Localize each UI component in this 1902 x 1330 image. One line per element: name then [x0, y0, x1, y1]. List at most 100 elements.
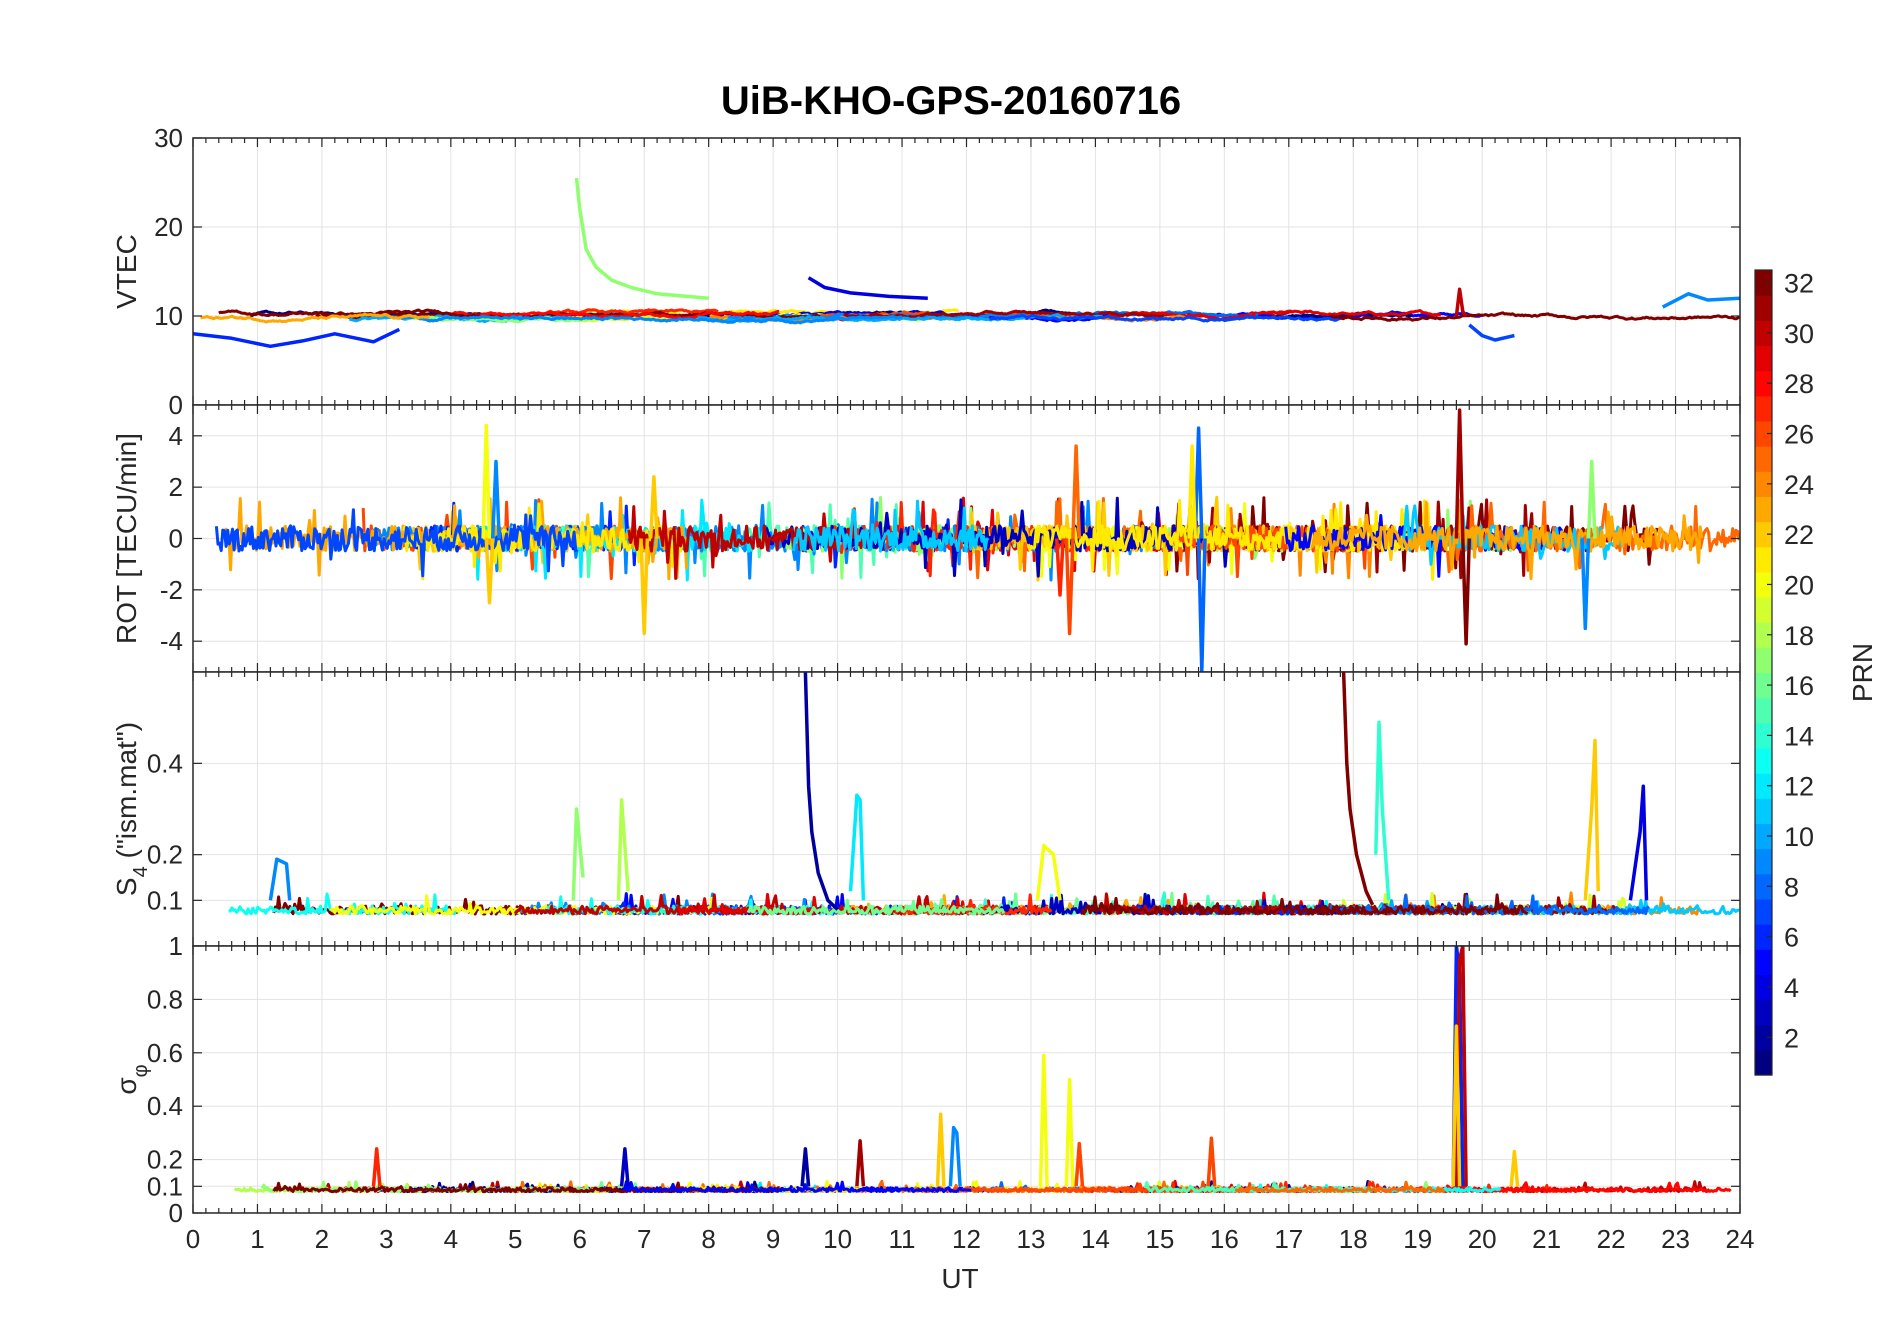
colorbar-segment-2 — [1755, 1024, 1772, 1051]
colorbar-segment-5 — [1755, 949, 1772, 975]
colorbar-segment-25 — [1755, 446, 1772, 472]
colorbar-tick-label: 24 — [1784, 470, 1814, 500]
colorbar-tick-label: 30 — [1784, 319, 1814, 349]
feature-line-prn-30 — [1454, 287, 1468, 318]
x-tick-label: 14 — [1081, 1224, 1110, 1254]
panel-3: 0.1 0.2 0.4S4 ("ism.mat") — [111, 671, 1741, 947]
feature-line-prn-26 — [1064, 538, 1075, 636]
series-line-prn-29 — [1245, 309, 1441, 317]
y-tick-label: 0.8 — [147, 984, 183, 1014]
series-line-prn-5 — [622, 1180, 972, 1194]
x-tick-label: 10 — [823, 1224, 852, 1254]
colorbar-segment-7 — [1755, 898, 1772, 925]
y-tick-label: 0.2 — [147, 840, 183, 870]
x-tick-label: 12 — [952, 1224, 981, 1254]
colorbar-segment-6 — [1755, 924, 1772, 950]
colorbar-tick-label: 18 — [1784, 621, 1814, 651]
feature-line-prn-9 — [490, 459, 501, 539]
feature-line-prn-17 — [574, 177, 709, 300]
x-tick-label: 23 — [1661, 1224, 1690, 1254]
series-group — [228, 672, 1740, 916]
colorbar-segment-1 — [1755, 1049, 1772, 1076]
feature-line-prn-20 — [481, 423, 492, 539]
feature-line-prn-2 — [800, 1147, 811, 1187]
colorbar-segment-19 — [1755, 597, 1772, 623]
panel-1: 0 10 20 30 VTEC — [111, 123, 1741, 420]
y-tick-label: 0.2 — [147, 1145, 183, 1175]
x-tick-label: 6 — [573, 1224, 587, 1254]
x-tick-label: 18 — [1339, 1224, 1368, 1254]
x-tick-label: 5 — [508, 1224, 522, 1254]
x-tick-label: 2 — [315, 1224, 329, 1254]
y-tick-label: 0.6 — [147, 1038, 183, 1068]
colorbar-segment-30 — [1755, 320, 1772, 347]
series-line-prn-7 — [214, 508, 579, 578]
feature-line-prn-27 — [371, 1147, 382, 1187]
y-tick-label: -2 — [160, 575, 183, 605]
colorbar-segment-18 — [1755, 622, 1772, 648]
colorbar-tick-label: 16 — [1784, 671, 1814, 701]
feature-line-prn-26 — [1206, 1136, 1217, 1187]
series-line-prn-25 — [1234, 1180, 1446, 1194]
y-tick-label: 4 — [169, 421, 183, 451]
feature-line-prn-7 — [1468, 323, 1515, 342]
series-line-prn-31 — [843, 309, 1166, 319]
colorbar-segment-32 — [1755, 270, 1772, 296]
series-line-prn-9 — [392, 314, 903, 325]
colorbar-segment-22 — [1755, 521, 1772, 548]
y-axis-label: VTEC — [111, 234, 142, 309]
y-tick-label: 0.4 — [147, 1091, 183, 1121]
y-tick-label: -4 — [160, 626, 183, 656]
x-tick-label: 21 — [1532, 1224, 1561, 1254]
x-tick-label: 8 — [701, 1224, 715, 1254]
colorbar-tick-label: 28 — [1784, 369, 1814, 399]
feature-line-prn-31 — [855, 1139, 866, 1187]
panel-2: -4 -2 0 2 4 ROT [TECU/min] — [111, 404, 1741, 673]
chart-title: UiB-KHO-GPS-20160716 — [721, 79, 1181, 123]
feature-line-prn-32 — [1341, 672, 1375, 906]
colorbar-segment-14 — [1755, 722, 1772, 749]
y-axis-label: ROT [TECU/min] — [111, 433, 142, 644]
colorbar-tick-label: 26 — [1784, 420, 1814, 450]
colorbar-tick-label: 4 — [1784, 973, 1799, 1003]
colorbar-segment-11 — [1755, 798, 1772, 825]
series-line-prn-23 — [221, 496, 689, 581]
feature-line-prn-4 — [1628, 784, 1649, 901]
colorbar-segment-31 — [1755, 295, 1772, 321]
feature-line-prn-22 — [484, 538, 495, 605]
colorbar-tick-label: 10 — [1784, 822, 1814, 852]
x-tick-label: 11 — [889, 1224, 916, 1254]
y-tick-label: 0.4 — [147, 748, 183, 778]
ticks — [192, 672, 1741, 946]
feature-line-prn-22 — [935, 1112, 946, 1187]
series-line-prn-32 — [1080, 895, 1356, 916]
colorbar-segment-8 — [1755, 873, 1772, 900]
y-axis-label: S4 ("ism.mat") — [111, 722, 152, 896]
feature-line-prn-22 — [1451, 1024, 1462, 1187]
series-group — [214, 408, 1740, 672]
ticks — [192, 405, 1741, 672]
ticks — [192, 945, 1741, 1214]
feature-line-prn-31 — [1454, 408, 1465, 539]
colorbar-tick-label: 12 — [1784, 772, 1814, 802]
colorbar-segment-4 — [1755, 974, 1772, 1001]
series-line-prn-23 — [200, 312, 430, 324]
x-tick-label: 22 — [1597, 1224, 1626, 1254]
x-tick-label: 19 — [1403, 1224, 1432, 1254]
feature-line-prn-22 — [648, 475, 659, 539]
feature-line-prn-6 — [193, 327, 401, 349]
y-tick-label: 2 — [169, 472, 183, 502]
feature-line-prn-20 — [1035, 843, 1062, 901]
colorbar-segment-29 — [1755, 345, 1772, 372]
feature-line-prn-18 — [616, 798, 630, 901]
series-line-prn-27 — [546, 308, 719, 315]
x-tick-label: 15 — [1145, 1224, 1174, 1254]
colorbar-tick-label: 6 — [1784, 923, 1799, 953]
colorbar-label: PRN — [1847, 643, 1878, 702]
colorbar-segment-16 — [1755, 672, 1772, 699]
series-line-prn-7 — [988, 314, 1345, 323]
feature-line-prn-17 — [1586, 459, 1597, 539]
colorbar-segment-13 — [1755, 747, 1772, 774]
